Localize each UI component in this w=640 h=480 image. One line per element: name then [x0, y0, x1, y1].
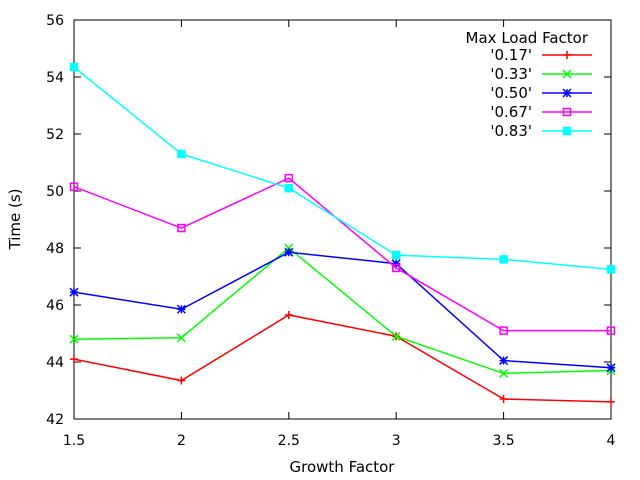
data-point — [562, 69, 572, 79]
data-point — [391, 263, 401, 273]
legend-entry-label: '0.50' — [490, 84, 532, 102]
data-point — [607, 397, 615, 406]
data-point — [176, 333, 186, 343]
series-050 — [69, 247, 616, 373]
x-tick-label: 4 — [607, 433, 616, 449]
data-point — [499, 368, 509, 378]
data-point — [177, 223, 186, 233]
y-tick-label: 52 — [46, 127, 64, 143]
data-point — [499, 356, 509, 366]
data-point — [69, 287, 79, 297]
x-tick-label: 2.5 — [278, 433, 300, 449]
data-point — [284, 173, 294, 183]
data-point — [69, 334, 79, 344]
x-tick-label: 2 — [177, 433, 186, 449]
series-line — [73, 247, 612, 375]
y-tick-label: 48 — [46, 241, 64, 257]
data-point — [562, 126, 572, 136]
plot-border — [73, 19, 612, 420]
series-067 — [69, 173, 616, 335]
y-axis-label: Time (s) — [6, 189, 24, 251]
data-point — [69, 182, 79, 191]
data-point — [563, 51, 571, 59]
y-tick-label: 42 — [46, 412, 64, 428]
legend-entry-label: '0.17' — [490, 46, 532, 64]
plot-area — [73, 19, 612, 420]
axis-ticks: 1.5 2 2.5 3 3.5 4 42 44 46 48 50 52 54 56 — [46, 13, 615, 449]
data-point — [391, 331, 401, 341]
y-tick-label: 50 — [46, 184, 64, 200]
data-point — [499, 255, 508, 264]
data-point — [176, 304, 186, 314]
x-tick-label: 3 — [392, 433, 401, 449]
data-point — [606, 265, 616, 274]
series-017 — [70, 310, 615, 406]
series-line — [73, 251, 612, 369]
data-point — [284, 183, 294, 193]
legend-entry-label: '0.67' — [490, 103, 532, 121]
y-tick-label: 54 — [46, 70, 64, 86]
data-point — [562, 107, 572, 117]
series-083 — [69, 62, 616, 274]
legend-entry-label: '0.33' — [490, 65, 532, 83]
data-point — [391, 250, 401, 260]
data-point — [177, 376, 186, 385]
legend-entry-label: '0.83' — [490, 122, 532, 140]
x-axis-label: Growth Factor — [290, 458, 396, 476]
legend-title: Max Load Factor — [466, 29, 589, 47]
data-point — [284, 247, 294, 257]
data-point — [69, 62, 79, 72]
data-point — [499, 395, 508, 404]
data-point — [70, 355, 78, 364]
data-point — [499, 326, 508, 335]
x-tick-label: 3.5 — [492, 433, 514, 449]
x-tick-label: 1.5 — [63, 433, 85, 449]
data-point — [606, 326, 616, 335]
series-line — [73, 177, 611, 332]
data-point — [177, 149, 186, 159]
series-line — [73, 66, 612, 271]
data-point — [562, 88, 572, 98]
legend: Max Load Factor '0.17''0.33''0.50''0.67'… — [466, 29, 592, 140]
y-tick-label: 46 — [46, 298, 64, 314]
series-033 — [69, 243, 616, 378]
y-tick-label: 56 — [46, 13, 64, 29]
data-point — [606, 363, 616, 373]
series-group — [69, 62, 616, 406]
series-line — [73, 314, 612, 403]
data-point — [284, 310, 293, 319]
y-tick-label: 44 — [46, 355, 64, 371]
